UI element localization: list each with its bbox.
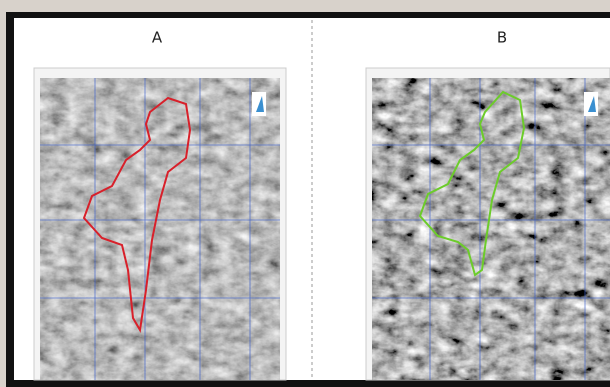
figure: A B xyxy=(0,0,610,387)
map-b xyxy=(366,68,610,380)
page: A B (() => { const data = JSON.parse(doc… xyxy=(0,0,610,387)
panel-label: A xyxy=(152,29,163,47)
panel-label: B xyxy=(497,29,507,47)
map-a xyxy=(34,68,286,380)
